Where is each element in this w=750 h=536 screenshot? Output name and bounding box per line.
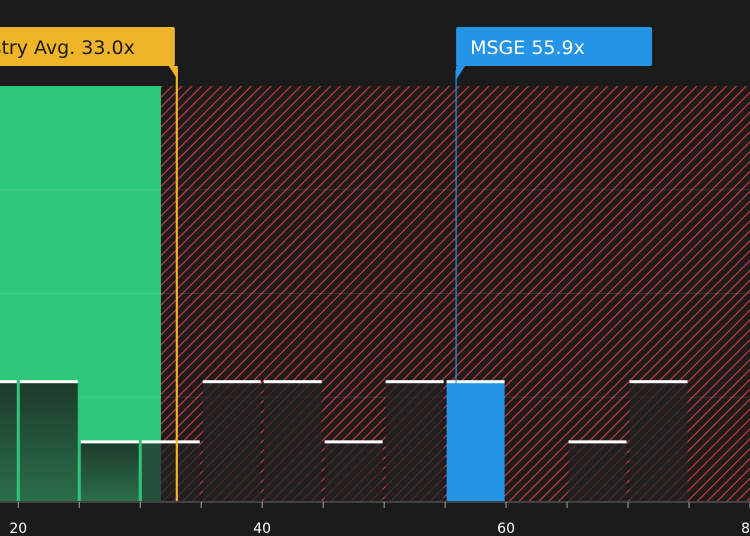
industry-callout-tail <box>168 66 178 80</box>
histogram-bar <box>324 441 383 501</box>
histogram-bar-top <box>385 380 444 384</box>
histogram-bar <box>263 381 322 501</box>
histogram-bar <box>80 441 139 501</box>
histogram-bar <box>629 381 688 501</box>
histogram-bar-top <box>141 440 200 444</box>
histogram-bar-top <box>568 440 627 444</box>
histogram-bar-top <box>19 380 78 384</box>
value-markers: Industry Avg. 33.0x MSGE 55.9x <box>0 27 653 501</box>
grid-lines <box>0 189 750 398</box>
histogram-bar-top <box>202 380 261 384</box>
histogram-bar <box>0 381 17 501</box>
x-tick-label: 20 <box>9 521 27 536</box>
x-tick-label: 40 <box>253 521 271 536</box>
histogram-bar <box>446 381 505 501</box>
histogram-bar-top <box>80 440 139 444</box>
histogram-bar-top <box>0 380 17 384</box>
company-pe-label: MSGE 55.9x <box>470 37 585 59</box>
histogram-bar-top <box>263 380 322 384</box>
industry-average-callout <box>0 27 175 66</box>
x-axis-ticks: 20 40 60 80 <box>0 501 750 536</box>
histogram-bar <box>141 441 200 501</box>
company-callout-tail <box>456 66 466 80</box>
histogram-bar <box>385 381 444 501</box>
histogram-bars <box>0 380 688 501</box>
histogram-bar <box>202 381 261 501</box>
histogram-bar-top <box>324 440 383 444</box>
histogram-bar-top <box>446 380 505 384</box>
x-tick-label: 80 <box>741 521 750 536</box>
x-tick-label: 60 <box>497 521 515 536</box>
company-pe-callout <box>456 27 653 66</box>
histogram-bar <box>568 441 627 501</box>
histogram-bar-top <box>629 380 688 384</box>
histogram-bar <box>19 381 78 501</box>
industry-average-label: Industry Avg. 33.0x <box>0 37 135 59</box>
